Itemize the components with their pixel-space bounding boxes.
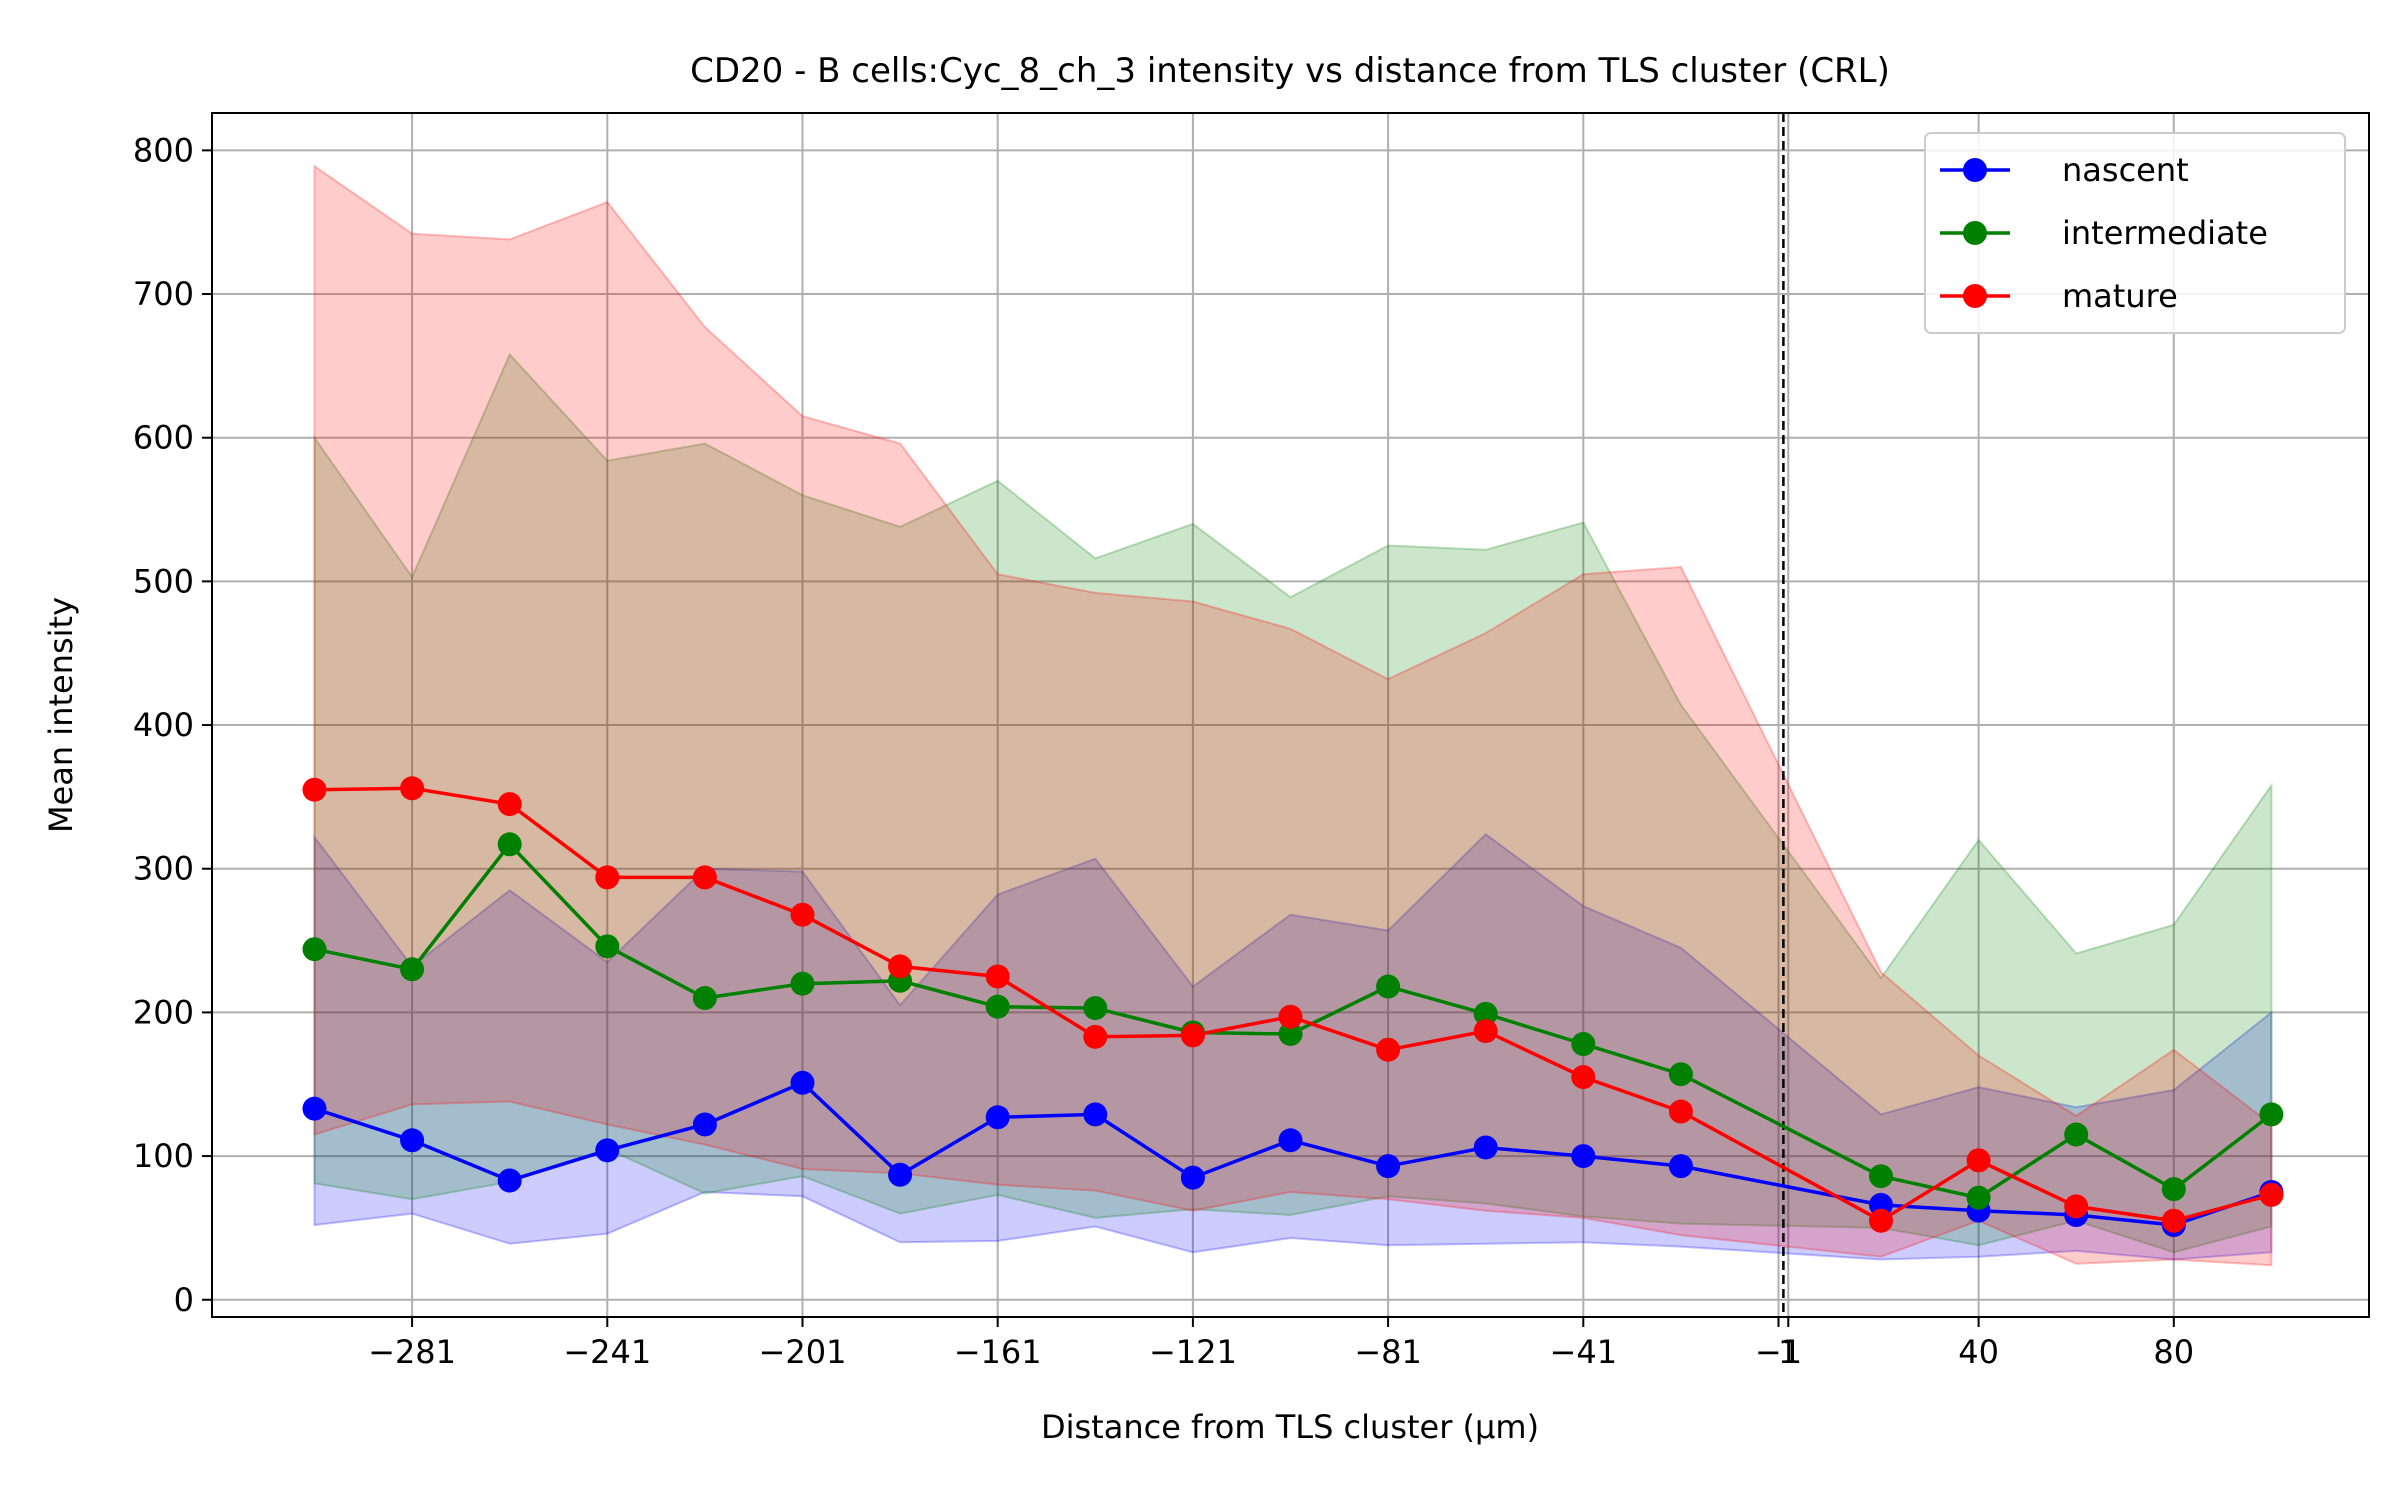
point-nascent [400, 1128, 425, 1153]
point-mature [1278, 1004, 1303, 1029]
y-tick-label: 100 [133, 1137, 194, 1175]
point-intermediate [1376, 974, 1401, 999]
point-nascent [1473, 1135, 1498, 1160]
point-nascent [595, 1138, 620, 1163]
y-tick-label: 200 [133, 993, 194, 1031]
x-tick-label: −121 [1149, 1333, 1237, 1371]
point-mature [302, 777, 327, 802]
point-mature [985, 964, 1010, 989]
point-mature [1668, 1099, 1693, 1124]
point-intermediate [2259, 1102, 2284, 1127]
point-mature [2161, 1208, 2186, 1233]
legend-marker-intermediate [1963, 221, 1987, 245]
y-tick-label: 0 [174, 1281, 194, 1319]
point-intermediate [1668, 1062, 1693, 1087]
point-mature [1473, 1019, 1498, 1044]
point-nascent [1083, 1102, 1108, 1127]
chart-title: CD20 - B cells:Cyc_8_ch_3 intensity vs d… [690, 51, 1890, 91]
point-intermediate [1083, 996, 1108, 1021]
y-tick-label: 300 [133, 850, 194, 888]
x-tick-label: −241 [563, 1333, 651, 1371]
point-nascent [302, 1096, 327, 1121]
point-nascent [1278, 1128, 1303, 1153]
point-nascent [1376, 1154, 1401, 1179]
point-mature [1083, 1024, 1108, 1049]
point-mature [497, 792, 522, 817]
x-tick-label: −41 [1550, 1333, 1618, 1371]
point-intermediate [302, 937, 327, 962]
plot-frame [211, 112, 2370, 1318]
point-intermediate [2064, 1122, 2089, 1147]
point-intermediate [692, 986, 717, 1011]
x-tick-label: −1 [1755, 1333, 1802, 1371]
point-nascent [888, 1162, 913, 1187]
x-tick-label: 40 [1958, 1333, 1999, 1371]
x-tick-label: −201 [759, 1333, 847, 1371]
axes: −281 −241 −201 −161 −121 −81 −41 −11 40 800100200… [133, 131, 2194, 1371]
line-intermediate [314, 841, 2273, 1200]
point-mature [790, 902, 815, 927]
point-nascent [1668, 1154, 1693, 1179]
point-intermediate [790, 971, 815, 996]
y-tick-label: 800 [133, 131, 194, 169]
point-mature [692, 865, 717, 890]
point-nascent [497, 1168, 522, 1193]
x-tick-label: 1 [1778, 1333, 1798, 1371]
legend-box [1924, 132, 2346, 334]
point-intermediate [985, 994, 1010, 1019]
point-intermediate [1278, 1021, 1303, 1046]
legend: nascent intermediate mature [1924, 132, 2346, 334]
y-tick-label: 700 [133, 275, 194, 313]
point-intermediate [1966, 1185, 1991, 1210]
legend-label-intermediate: intermediate [2062, 214, 2268, 252]
point-mature [888, 954, 913, 979]
point-intermediate [400, 957, 425, 982]
point-mature [2064, 1194, 2089, 1219]
point-nascent [692, 1112, 717, 1137]
x-tick-label: 80 [2153, 1333, 2194, 1371]
y-tick-label: 400 [133, 706, 194, 744]
point-intermediate [1473, 1001, 1498, 1026]
y-tick-label: 600 [133, 419, 194, 457]
legend-marker-nascent [1963, 158, 1987, 182]
point-mature [400, 776, 425, 801]
point-mature [1376, 1037, 1401, 1062]
legend-label-nascent: nascent [2062, 151, 2189, 189]
point-intermediate [2161, 1177, 2186, 1202]
series-markers [302, 776, 2284, 1238]
point-intermediate [497, 832, 522, 857]
point-mature [2259, 1182, 2284, 1207]
x-tick-label: −281 [368, 1333, 456, 1371]
point-nascent [790, 1070, 815, 1095]
point-mature [1868, 1208, 1893, 1233]
point-mature [595, 865, 620, 890]
point-intermediate [595, 934, 620, 959]
legend-marker-mature [1963, 284, 1987, 308]
point-mature [1966, 1148, 1991, 1173]
point-nascent [1180, 1165, 1205, 1190]
point-intermediate [1571, 1032, 1596, 1057]
point-nascent [985, 1105, 1010, 1130]
series-lines [313, 786, 2273, 1227]
x-tick-label: −81 [1354, 1333, 1422, 1371]
x-tick-label: −161 [954, 1333, 1042, 1371]
y-axis-label: Mean intensity [42, 597, 80, 833]
point-intermediate [1868, 1164, 1893, 1189]
line-mature [314, 786, 2272, 1223]
line-nascent [313, 1080, 2272, 1227]
legend-label-mature: mature [2062, 277, 2178, 315]
x-axis-label: Distance from TLS cluster (μm) [1041, 1408, 1539, 1446]
y-tick-label: 500 [133, 562, 194, 600]
point-mature [1180, 1023, 1205, 1048]
point-nascent [1571, 1144, 1596, 1169]
point-mature [1571, 1065, 1596, 1090]
